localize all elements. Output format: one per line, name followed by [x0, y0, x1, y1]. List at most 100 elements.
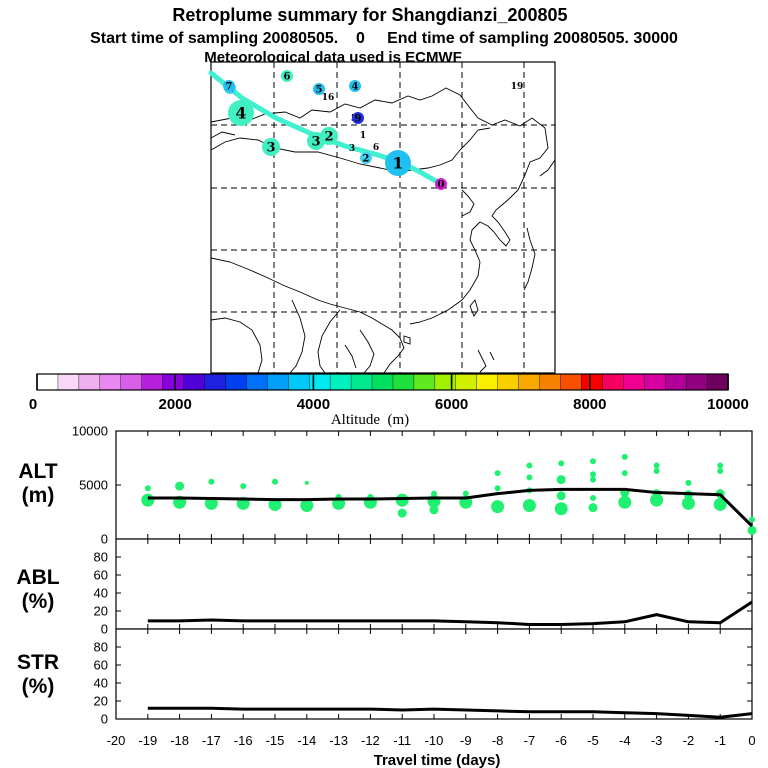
- map-marker-1: [385, 150, 411, 176]
- x-tick-label-16: -4: [619, 733, 631, 748]
- x-tick-label-8: -12: [361, 733, 380, 748]
- panel-1-ytick-label-0: 0: [101, 622, 108, 637]
- panel-label-0: ALT: [18, 460, 57, 483]
- alt-scatter-point-3: [175, 481, 185, 491]
- alt-scatter-point-35: [588, 503, 598, 513]
- panel-1-ytick-label-4: 80: [94, 550, 108, 565]
- sampling-times: Start time of sampling 20080505. 0 End t…: [90, 30, 678, 47]
- colorbar-cell-25: [560, 373, 583, 391]
- x-tick-label-17: -3: [651, 733, 663, 748]
- x-tick-label-4: -16: [234, 733, 253, 748]
- alt-scatter-point-4: [204, 496, 218, 510]
- map-marker-label-2: 1: [360, 131, 366, 141]
- x-tick-label-3: -17: [202, 733, 221, 748]
- map-marker-label-7: 3: [349, 144, 355, 154]
- map-marker-label-11: 5: [316, 85, 323, 96]
- alt-scatter-point-40: [618, 495, 632, 509]
- colorbar-cell-23: [518, 373, 541, 391]
- alt-scatter-point-33: [556, 475, 566, 485]
- panel-alt: 0 5000 10000 ALT(m): [18, 424, 757, 547]
- alt-scatter-point-38: [590, 458, 596, 465]
- alt-scatter-point-43: [621, 470, 628, 477]
- map-marker-11: [313, 83, 325, 95]
- alt-scatter-point-22: [462, 490, 469, 497]
- map-marker-13: [281, 70, 293, 82]
- map-marker-label-9: 4: [352, 82, 359, 93]
- map-marker-label-15: 7: [226, 82, 233, 93]
- colorbar-cell-30: [664, 373, 687, 391]
- alt-scatter-point-44: [650, 493, 664, 507]
- x-tick-label-11: -9: [460, 733, 472, 748]
- map-marker-3: [360, 152, 372, 164]
- alt-scatter-point-39: [590, 476, 596, 483]
- x-tick-label-2: -18: [170, 733, 189, 748]
- x-tick-label-0: -20: [107, 733, 126, 748]
- colorbar-cell-0: [36, 373, 59, 391]
- panel-0-ytick-label-1: 5000: [79, 478, 108, 493]
- map-gridlines: [211, 62, 555, 373]
- alt-scatter-point-31: [554, 502, 568, 516]
- alt-scatter-point-37: [590, 471, 596, 478]
- panel-label-1: ABL: [16, 566, 59, 589]
- x-axis-title: Travel time (days): [374, 752, 501, 768]
- map-markers: 011223334445566791619: [223, 70, 523, 191]
- colorbar-cell-8: [204, 373, 227, 391]
- colorbar-cell-10: [246, 373, 269, 391]
- alt-scatter-point-27: [522, 499, 536, 513]
- map-marker-label-3: 2: [363, 154, 370, 165]
- colorbar-cell-17: [392, 373, 415, 391]
- map-marker-label-17: 16: [322, 93, 335, 103]
- alt-scatter-point-36: [590, 494, 596, 501]
- colorbar-cell-9: [225, 373, 248, 391]
- panel-unit-0: (m): [22, 484, 55, 507]
- coastlines-borders: [210, 87, 556, 374]
- alt-scatter-point-54: [717, 467, 724, 474]
- colorbar-cell-11: [267, 373, 289, 391]
- map-marker-9: [349, 80, 361, 92]
- colorbar-cell-31: [685, 373, 708, 391]
- map-marker-0: [435, 178, 447, 190]
- alt-scatter-point-24: [494, 485, 501, 492]
- map-marker-6: [307, 132, 325, 150]
- alt-scatter-point-0: [141, 493, 155, 507]
- altitude-colorbar: 0 2000 4000 6000 8000 10000 Altitude (m): [29, 373, 749, 428]
- map-marker-15: [223, 80, 235, 92]
- time-series-panels: 0500010000ALT(m)020406080ABL(%)020406080…: [16, 424, 757, 748]
- alt-scatter-point-55: [747, 525, 757, 535]
- panel-frame-2: [115, 628, 753, 720]
- map-marker-label-6: 3: [311, 135, 320, 150]
- colorbar-cell-32: [706, 373, 729, 391]
- alt-scatter-point-25: [494, 470, 501, 477]
- colorbar-cell-26: [581, 373, 604, 391]
- colorbar-tick-label-1: 2000: [159, 396, 192, 413]
- alt-scatter-point-10: [300, 499, 314, 513]
- alt-scatter-point-7: [240, 483, 247, 490]
- colorbar-cell-20: [455, 373, 478, 391]
- panel-1-ytick-label-1: 20: [94, 604, 108, 619]
- alt-scatter-point-29: [526, 462, 533, 469]
- alt-scatter-point-56: [749, 516, 755, 523]
- map-marker-label-16: 9: [355, 114, 362, 125]
- colorbar-cell-12: [288, 373, 310, 391]
- x-tick-label-10: -10: [425, 733, 444, 748]
- map-marker-label-4: 2: [324, 130, 333, 145]
- colorbar-cell-1: [57, 373, 80, 391]
- map-marker-label-0: 0: [438, 180, 445, 191]
- alt-scatter-point-8: [268, 497, 282, 511]
- colorbar-cell-29: [644, 373, 666, 391]
- panel-1-ytick-label-2: 40: [94, 586, 108, 601]
- alt-scatter-point-42: [621, 453, 628, 460]
- alt-scatter-point-11: [304, 480, 309, 485]
- map-marker-label-8: 4: [235, 104, 246, 123]
- alt-scatter-point-9: [272, 478, 278, 485]
- panel-abl: 0 20 40 60 80 ABL(%): [16, 538, 753, 637]
- colorbar-title: Altitude (m): [331, 412, 409, 428]
- map-marker-label-18: 19: [511, 82, 524, 92]
- panel-unit-1: (%): [22, 590, 55, 613]
- colorbar-tick-label-4: 8000: [573, 396, 606, 413]
- x-tick-label-15: -5: [587, 733, 599, 748]
- alt-scatter-point-46: [653, 467, 660, 474]
- x-tick-label-12: -8: [492, 733, 504, 748]
